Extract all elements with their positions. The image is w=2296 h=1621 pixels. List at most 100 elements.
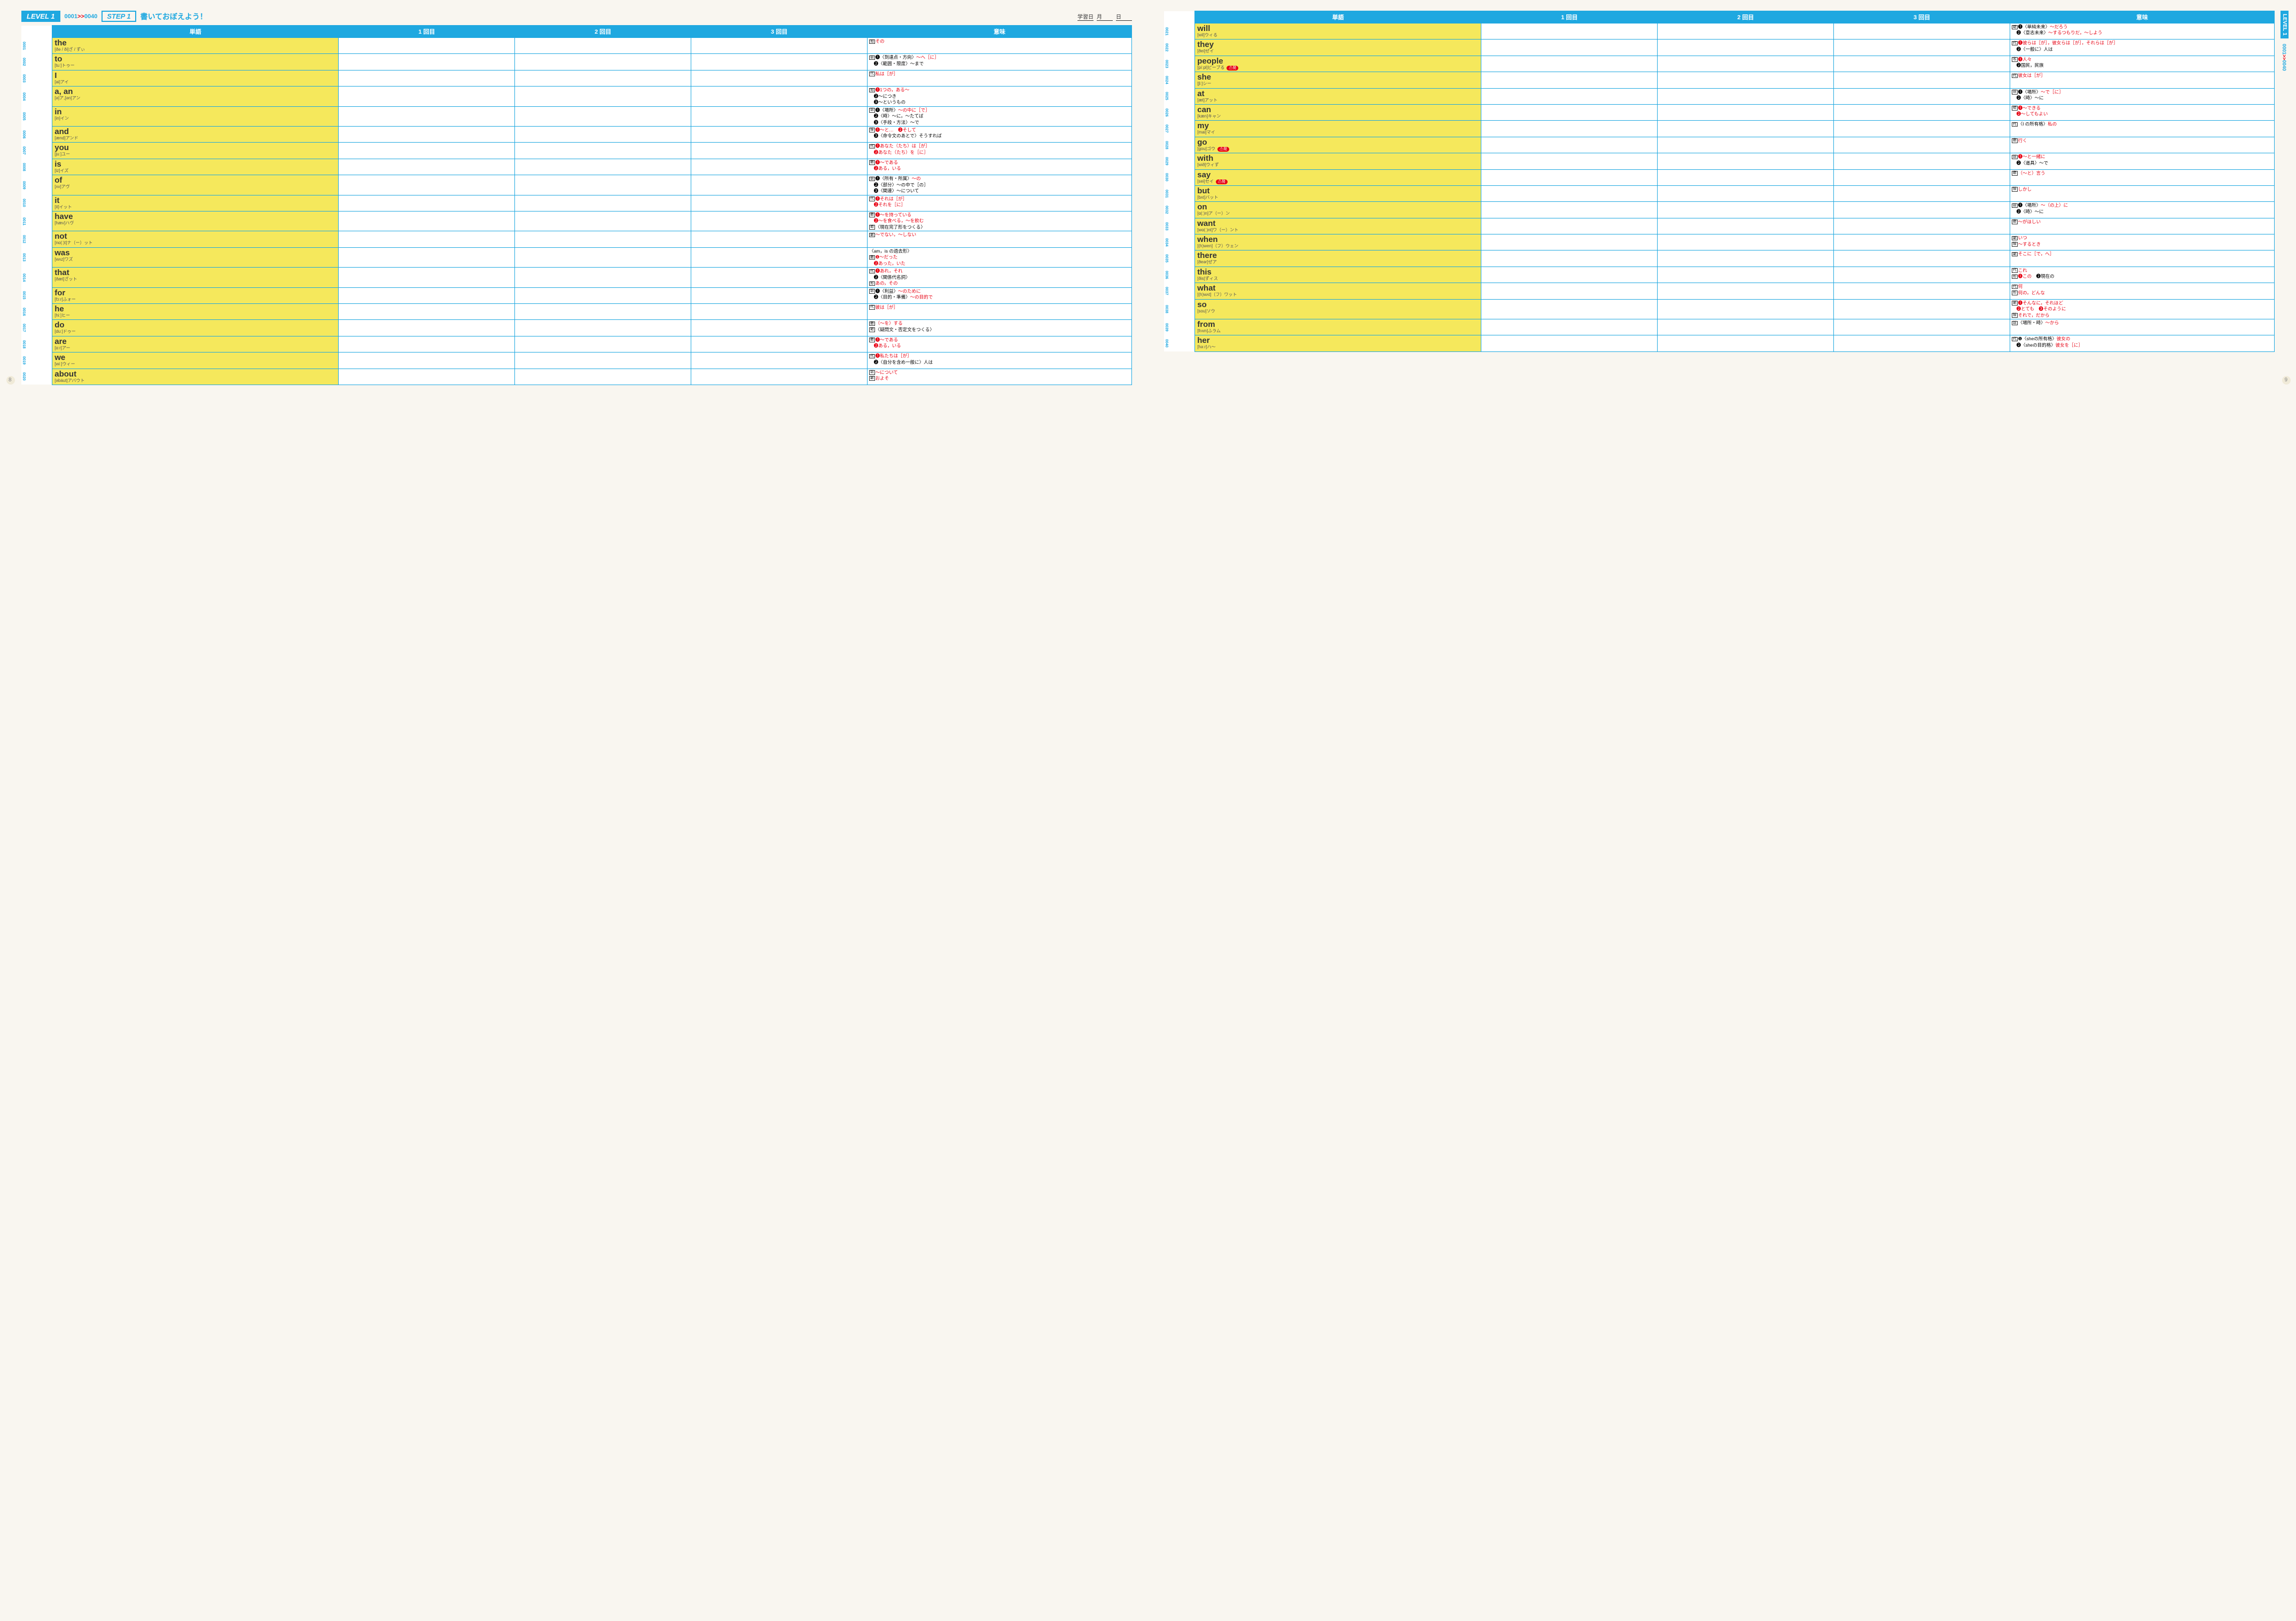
- practice-3-cell[interactable]: [1834, 283, 2010, 299]
- practice-2-cell[interactable]: [1658, 121, 1834, 137]
- practice-2-cell[interactable]: [515, 54, 691, 70]
- practice-3-cell[interactable]: [691, 54, 868, 70]
- practice-3-cell[interactable]: [691, 87, 868, 106]
- practice-3-cell[interactable]: [691, 38, 868, 54]
- practice-1-cell[interactable]: [339, 159, 515, 175]
- practice-1-cell[interactable]: [1481, 185, 1658, 201]
- practice-2-cell[interactable]: [515, 320, 691, 336]
- practice-3-cell[interactable]: [691, 70, 868, 86]
- practice-1-cell[interactable]: [1481, 202, 1658, 218]
- practice-2-cell[interactable]: [1658, 267, 1834, 283]
- practice-1-cell[interactable]: [339, 287, 515, 303]
- practice-1-cell[interactable]: [1481, 250, 1658, 267]
- practice-3-cell[interactable]: [691, 336, 868, 352]
- practice-1-cell[interactable]: [1481, 299, 1658, 319]
- practice-1-cell[interactable]: [339, 336, 515, 352]
- practice-3-cell[interactable]: [1834, 121, 2010, 137]
- practice-2-cell[interactable]: [1658, 234, 1834, 250]
- practice-1-cell[interactable]: [339, 70, 515, 86]
- practice-1-cell[interactable]: [1481, 267, 1658, 283]
- practice-2-cell[interactable]: [1658, 299, 1834, 319]
- practice-3-cell[interactable]: [691, 320, 868, 336]
- practice-1-cell[interactable]: [339, 54, 515, 70]
- practice-1-cell[interactable]: [1481, 283, 1658, 299]
- practice-1-cell[interactable]: [1481, 153, 1658, 169]
- practice-2-cell[interactable]: [1658, 218, 1834, 234]
- practice-3-cell[interactable]: [691, 231, 868, 247]
- practice-2-cell[interactable]: [1658, 250, 1834, 267]
- practice-3-cell[interactable]: [1834, 319, 2010, 335]
- practice-3-cell[interactable]: [691, 369, 868, 385]
- practice-3-cell[interactable]: [691, 353, 868, 369]
- practice-1-cell[interactable]: [339, 268, 515, 287]
- practice-2-cell[interactable]: [1658, 335, 1834, 351]
- practice-1-cell[interactable]: [1481, 24, 1658, 40]
- practice-2-cell[interactable]: [515, 369, 691, 385]
- practice-1-cell[interactable]: [339, 175, 515, 195]
- practice-1-cell[interactable]: [339, 211, 515, 231]
- practice-3-cell[interactable]: [691, 175, 868, 195]
- practice-3-cell[interactable]: [691, 143, 868, 159]
- practice-2-cell[interactable]: [1658, 169, 1834, 185]
- practice-2-cell[interactable]: [515, 175, 691, 195]
- practice-1-cell[interactable]: [339, 87, 515, 106]
- practice-3-cell[interactable]: [1834, 234, 2010, 250]
- practice-3-cell[interactable]: [1834, 104, 2010, 120]
- practice-3-cell[interactable]: [691, 106, 868, 126]
- practice-3-cell[interactable]: [691, 195, 868, 211]
- practice-2-cell[interactable]: [515, 336, 691, 352]
- practice-2-cell[interactable]: [1658, 153, 1834, 169]
- practice-2-cell[interactable]: [515, 143, 691, 159]
- practice-2-cell[interactable]: [1658, 283, 1834, 299]
- practice-1-cell[interactable]: [339, 320, 515, 336]
- practice-2-cell[interactable]: [1658, 72, 1834, 88]
- practice-3-cell[interactable]: [1834, 56, 2010, 72]
- practice-1-cell[interactable]: [1481, 40, 1658, 56]
- practice-3-cell[interactable]: [691, 268, 868, 287]
- practice-2-cell[interactable]: [515, 70, 691, 86]
- practice-2-cell[interactable]: [1658, 104, 1834, 120]
- practice-3-cell[interactable]: [1834, 24, 2010, 40]
- practice-3-cell[interactable]: [1834, 88, 2010, 104]
- practice-1-cell[interactable]: [1481, 121, 1658, 137]
- practice-1-cell[interactable]: [339, 353, 515, 369]
- practice-3-cell[interactable]: [691, 303, 868, 319]
- practice-2-cell[interactable]: [1658, 319, 1834, 335]
- practice-3-cell[interactable]: [1834, 169, 2010, 185]
- practice-3-cell[interactable]: [691, 159, 868, 175]
- practice-3-cell[interactable]: [691, 287, 868, 303]
- practice-1-cell[interactable]: [339, 231, 515, 247]
- practice-3-cell[interactable]: [1834, 335, 2010, 351]
- practice-1-cell[interactable]: [339, 38, 515, 54]
- practice-3-cell[interactable]: [1834, 72, 2010, 88]
- practice-3-cell[interactable]: [691, 211, 868, 231]
- practice-1-cell[interactable]: [1481, 56, 1658, 72]
- practice-2-cell[interactable]: [1658, 202, 1834, 218]
- practice-2-cell[interactable]: [1658, 56, 1834, 72]
- practice-1-cell[interactable]: [339, 106, 515, 126]
- practice-1-cell[interactable]: [1481, 88, 1658, 104]
- practice-2-cell[interactable]: [515, 106, 691, 126]
- practice-2-cell[interactable]: [1658, 24, 1834, 40]
- practice-2-cell[interactable]: [515, 353, 691, 369]
- practice-2-cell[interactable]: [515, 87, 691, 106]
- practice-1-cell[interactable]: [339, 126, 515, 142]
- practice-3-cell[interactable]: [691, 247, 868, 267]
- practice-2-cell[interactable]: [515, 231, 691, 247]
- practice-3-cell[interactable]: [1834, 202, 2010, 218]
- practice-3-cell[interactable]: [1834, 267, 2010, 283]
- practice-1-cell[interactable]: [339, 195, 515, 211]
- practice-2-cell[interactable]: [1658, 185, 1834, 201]
- practice-2-cell[interactable]: [1658, 137, 1834, 153]
- practice-2-cell[interactable]: [515, 38, 691, 54]
- practice-2-cell[interactable]: [515, 211, 691, 231]
- practice-2-cell[interactable]: [515, 303, 691, 319]
- practice-2-cell[interactable]: [1658, 88, 1834, 104]
- practice-2-cell[interactable]: [515, 159, 691, 175]
- practice-2-cell[interactable]: [515, 247, 691, 267]
- practice-2-cell[interactable]: [515, 268, 691, 287]
- practice-1-cell[interactable]: [1481, 335, 1658, 351]
- practice-1-cell[interactable]: [339, 247, 515, 267]
- practice-1-cell[interactable]: [339, 143, 515, 159]
- practice-1-cell[interactable]: [1481, 72, 1658, 88]
